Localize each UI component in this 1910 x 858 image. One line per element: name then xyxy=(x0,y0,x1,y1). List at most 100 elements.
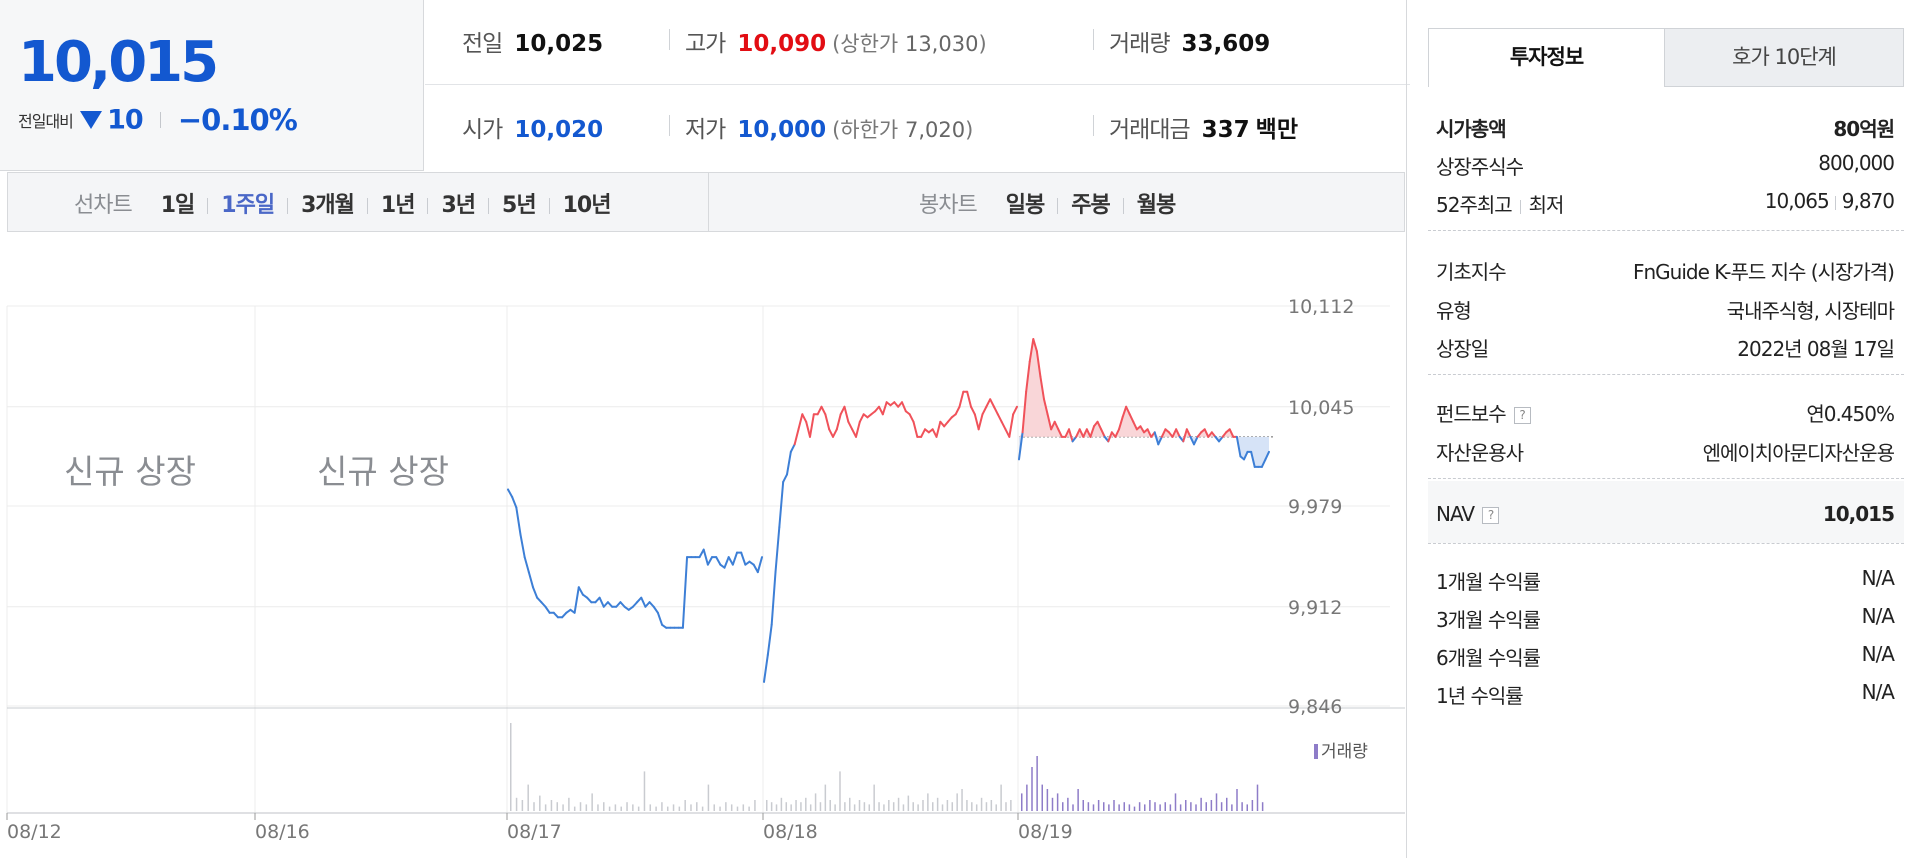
info-label: 3개월 수익률 xyxy=(1436,608,1541,632)
week52-low: 9,870 xyxy=(1841,189,1895,213)
x-tick-label: 08/12 xyxy=(7,821,62,843)
volume-bar xyxy=(713,804,715,811)
volume-bar xyxy=(961,789,963,811)
tab-1week[interactable]: 1주일 xyxy=(221,193,275,218)
stat-value: 337 xyxy=(1201,117,1250,143)
volume-bar xyxy=(922,800,924,811)
price-line-segment-08-19 xyxy=(1043,398,1049,416)
lower-limit-label: 하한가 xyxy=(840,118,899,142)
volume-bar xyxy=(568,797,570,811)
reference-fill-layer xyxy=(1019,339,1274,467)
lower-limit: (하한가 7,020) xyxy=(832,118,974,142)
divider xyxy=(159,112,161,128)
volume-bar xyxy=(1144,804,1146,811)
tab-hoga-10[interactable]: 호가 10단계 xyxy=(1664,28,1904,87)
volume-bar xyxy=(1108,804,1110,811)
volume-bar xyxy=(800,802,802,811)
price-line-segment-08-18 xyxy=(954,405,961,416)
price-line-segment-08-19 xyxy=(1114,428,1120,438)
help-icon[interactable]: ? xyxy=(1513,407,1531,424)
info-value: 80억원 xyxy=(1833,117,1895,141)
tab-invest-info[interactable]: 투자정보 xyxy=(1428,28,1665,87)
volume-bar xyxy=(742,804,745,811)
price-line-segment-08-18 xyxy=(858,413,865,423)
volume-bar xyxy=(1169,804,1172,811)
price-line-segment-08-18 xyxy=(970,405,976,416)
volume-bar xyxy=(1149,800,1151,811)
info-label: 자산운용사 xyxy=(1436,441,1524,465)
volume-bar xyxy=(1210,800,1213,811)
price-line-segment-08-17 xyxy=(552,611,559,619)
tab-1year[interactable]: 1년 xyxy=(380,193,416,218)
volume-bar xyxy=(1067,797,1069,811)
price-line-segment-08-19 xyxy=(1171,428,1178,438)
tab-3year[interactable]: 3년 xyxy=(441,193,476,218)
stat-label: 전일 xyxy=(462,31,503,57)
price-line-segment-08-17 xyxy=(515,506,522,536)
y-tick-label: 10,112 xyxy=(1288,296,1354,318)
volume-bar xyxy=(1190,802,1192,811)
volume-bar xyxy=(766,800,768,811)
panel-divider xyxy=(1406,0,1407,858)
stat-prev-close: 전일 10,025 xyxy=(462,24,603,58)
tab-daily-candle[interactable]: 일봉 xyxy=(1005,193,1045,218)
price-line-segment-08-17 xyxy=(656,611,664,626)
price-line-segment-08-17 xyxy=(561,611,568,619)
price-line-segment-08-19 xyxy=(1096,420,1103,431)
volume-bar xyxy=(790,804,792,811)
info-value: 엔에이치아문디자산운용 xyxy=(1702,441,1895,465)
volume-bar xyxy=(539,795,541,811)
tab-10year[interactable]: 10년 xyxy=(562,193,612,218)
price-line-segment-08-19 xyxy=(1021,390,1028,434)
help-icon[interactable]: ? xyxy=(1482,507,1500,524)
info-label-52week: 52주최고 최저 xyxy=(1436,189,1564,218)
volume-bar xyxy=(1041,784,1043,811)
volume-bar xyxy=(579,802,582,811)
volume-bar xyxy=(1185,800,1187,811)
volume-bar xyxy=(1031,767,1033,811)
price-chart: 신규 상장 신규 상장 10,11210,0459,9799,9129,846 … xyxy=(6,296,1405,843)
volume-legend-label: 거래량 xyxy=(1321,742,1368,762)
tab-weekly-candle[interactable]: 주봉 xyxy=(1071,193,1110,218)
tab-monthly-candle[interactable]: 월봉 xyxy=(1136,193,1176,218)
price-line-segment-08-17 xyxy=(640,596,647,608)
stats-row-1: 전일 10,025 고가 10,090 (상한가 13,030) 거래량 33,609 xyxy=(425,0,1410,85)
chart-grid xyxy=(6,305,1405,814)
info-label-fund-fee: 펀드보수? xyxy=(1436,398,1531,427)
volume-bar xyxy=(678,806,681,811)
volume-bar xyxy=(585,804,588,811)
price-line-segment-08-17 xyxy=(731,551,739,566)
info-label-nav: NAV? xyxy=(1436,502,1500,526)
price-line-segment-08-18 xyxy=(847,420,854,431)
tab-3month[interactable]: 3개월 xyxy=(301,193,355,218)
volume-bar xyxy=(515,797,518,811)
volume-bar xyxy=(1046,789,1049,811)
volume-bar xyxy=(701,806,704,811)
volume-bar xyxy=(863,802,866,811)
info-value: N/A xyxy=(1861,642,1895,666)
above-reference-fill xyxy=(1019,339,1269,437)
price-line-segment-08-19 xyxy=(1118,416,1124,431)
volume-bar xyxy=(1261,802,1264,811)
volume-bar xyxy=(956,793,958,811)
tab-5year[interactable]: 5년 xyxy=(502,193,537,218)
volume-bar xyxy=(550,800,553,811)
volume-bar xyxy=(785,802,788,811)
volume-bar xyxy=(684,800,686,811)
volume-bar xyxy=(707,784,710,811)
volume-bar xyxy=(1246,804,1248,811)
price-line-segment-08-18 xyxy=(993,405,999,416)
stat-high: 고가 10,090 (상한가 13,030) xyxy=(669,24,987,58)
price-line-segment-08-17 xyxy=(511,495,518,509)
price-line-segment-08-18 xyxy=(989,398,995,408)
price-line-segment-08-18 xyxy=(881,401,888,416)
volume-bar xyxy=(819,802,822,811)
info-label: 6개월 수익률 xyxy=(1436,646,1541,670)
price-line-segment-08-19 xyxy=(1260,458,1267,468)
volume-bar xyxy=(1133,806,1136,811)
y-tick-label: 10,045 xyxy=(1288,397,1354,419)
price-line-segment-08-17 xyxy=(698,548,705,559)
y-axis-labels: 10,112 10,045 9,979 9,912 9,846 xyxy=(1288,296,1354,718)
volume-bar xyxy=(1062,802,1064,811)
tab-1day[interactable]: 1일 xyxy=(160,193,196,218)
